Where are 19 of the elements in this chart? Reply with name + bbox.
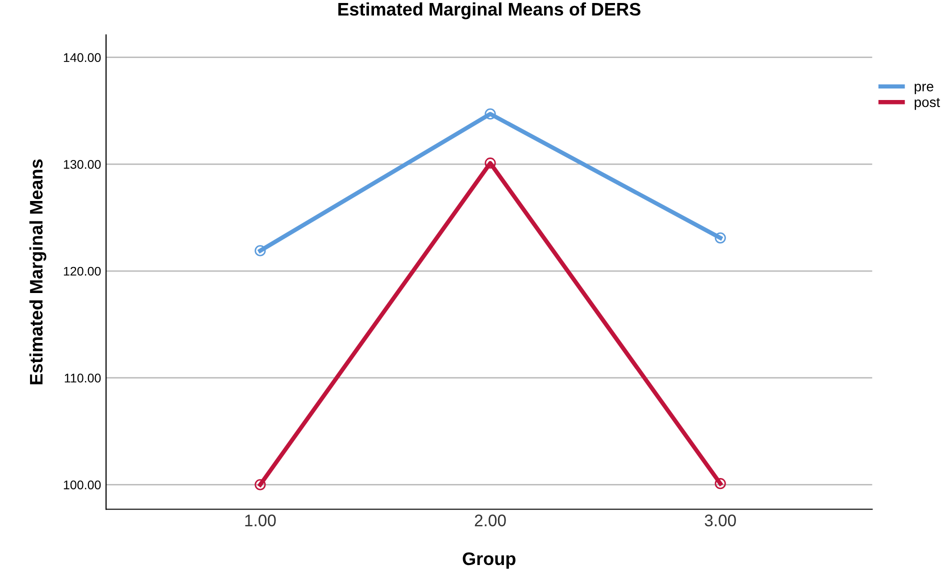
legend-label: pre [914,84,934,94]
y-axis-title: Estimated Marginal Means [29,159,46,384]
x-tick-label: 3.00 [704,514,736,526]
point [484,158,496,169]
point [714,232,726,244]
point [254,245,266,256]
y-tick-label: 110.00 [64,374,101,382]
y-tick-label: 120.00 [64,266,101,276]
y-tick-label: 130.00 [64,160,101,169]
y-tick-label: 100.00 [64,480,101,490]
x-axis-title: Group [462,552,516,569]
point [714,478,726,490]
point [484,108,496,120]
x-tick-label: 1.00 [245,514,276,526]
y-tick-label: 140.00 [64,53,101,62]
legend-label: post [914,98,940,110]
x-tick-label: 2.00 [474,514,506,526]
chart-title: Estimated Marginal Means of DERS [338,2,640,20]
point [254,479,266,490]
